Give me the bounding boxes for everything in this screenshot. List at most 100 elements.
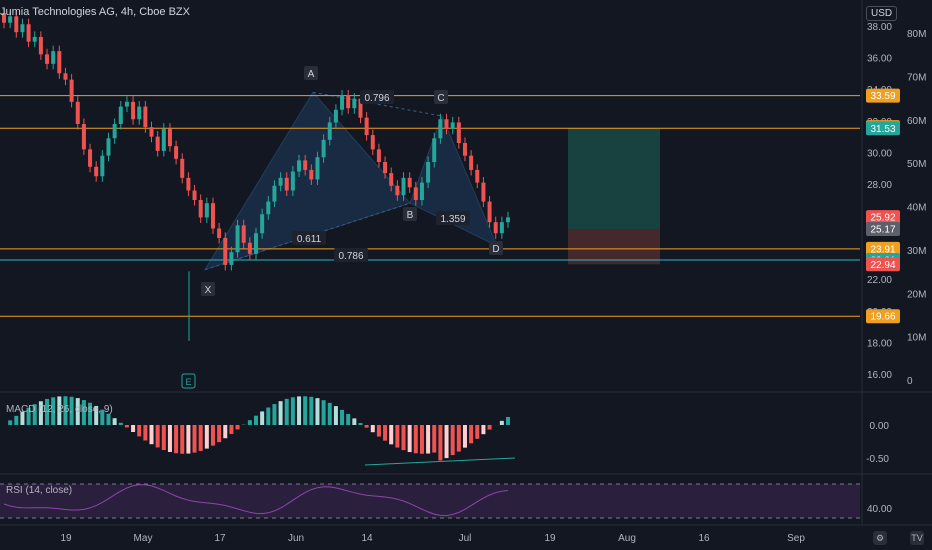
candle-body — [149, 127, 154, 137]
macd-bar — [413, 425, 418, 454]
macd-bar — [131, 425, 136, 432]
macd-bar — [124, 425, 129, 428]
candle-body — [198, 200, 203, 218]
macd-bar — [426, 425, 431, 454]
pattern-point-X: X — [205, 285, 212, 296]
candle-body — [469, 155, 474, 170]
volume-tick-label: 60M — [907, 116, 926, 127]
macd-bar — [180, 425, 185, 454]
macd-divergence-line — [364, 457, 516, 466]
candle-body — [462, 143, 467, 156]
macd-bar — [69, 396, 74, 425]
candle-body — [8, 16, 13, 23]
candle-body — [358, 98, 363, 118]
macd-bar — [272, 404, 277, 425]
macd-bar — [143, 425, 148, 441]
price-badge-label: 25.92 — [870, 213, 895, 224]
x-tick-label: 19 — [544, 533, 556, 544]
candle-body — [241, 225, 246, 243]
macd-bar — [112, 418, 117, 425]
price-badge — [866, 309, 900, 324]
macd-bar — [444, 425, 449, 459]
candle-body — [297, 160, 302, 172]
candle-body — [303, 160, 308, 170]
candle-body — [444, 119, 449, 129]
candle-body — [247, 242, 252, 254]
earnings-marker — [181, 373, 196, 389]
candle-body — [352, 98, 357, 109]
candle-body — [100, 155, 105, 177]
candle-body — [20, 24, 25, 33]
candle-body — [376, 149, 381, 162]
x-tick-label: 14 — [361, 533, 373, 544]
macd-bar — [506, 416, 510, 425]
price-badge-label: 19.66 — [870, 312, 895, 323]
candle-body — [499, 222, 504, 234]
macd-bar — [419, 425, 424, 454]
pattern-ac-line — [312, 91, 443, 117]
macd-bar — [315, 398, 320, 425]
price-tick-label: 18.00 — [867, 339, 892, 350]
volume-tick-label: 30M — [907, 246, 926, 257]
ratio-label: 1.359 — [440, 214, 465, 225]
macd-bar — [438, 425, 443, 461]
macd-bar — [383, 425, 388, 441]
candle-body — [192, 190, 197, 200]
ratio-label: 0.611 — [297, 234, 322, 245]
candle-body — [266, 201, 271, 215]
candle-body — [63, 73, 68, 80]
price-badge — [866, 88, 900, 103]
candle-body — [407, 177, 412, 188]
macd-bar — [401, 425, 406, 451]
macd-bar — [333, 406, 338, 425]
gear-icon[interactable]: ⚙ — [873, 531, 887, 545]
candle-body — [143, 106, 148, 128]
pattern-point-bg — [434, 90, 448, 104]
candle-body — [272, 185, 277, 202]
macd-bar — [395, 425, 400, 448]
candle-body — [401, 177, 406, 196]
candle-body — [395, 185, 400, 196]
tradingview-logo-icon[interactable]: TV — [910, 531, 924, 545]
macd-bar — [155, 425, 160, 448]
price-tick-label: 30.00 — [867, 149, 892, 160]
candle-body — [204, 203, 209, 218]
pattern-point-bg — [201, 282, 215, 296]
currency-button[interactable]: USD — [866, 6, 898, 21]
price-tick-label: 22.00 — [867, 275, 892, 286]
macd-bar — [346, 413, 351, 425]
macd-bar — [247, 420, 252, 425]
macd-bar — [235, 425, 240, 430]
macd-bar — [266, 407, 271, 425]
candle-body — [235, 225, 240, 253]
x-tick-label: 19 — [60, 533, 72, 544]
pattern-point-bg — [304, 66, 318, 80]
volume-tick-label: 0 — [907, 376, 913, 387]
macd-bar — [284, 398, 289, 425]
volume-tick-label: 70M — [907, 72, 926, 83]
volume-tick-label: 40M — [907, 203, 926, 214]
candle-body — [438, 119, 443, 139]
x-tick-label: 17 — [214, 533, 226, 544]
rsi-tick-label: 40.00 — [867, 504, 892, 515]
macd-bar — [210, 425, 215, 446]
candle-body — [340, 95, 345, 110]
candle-body — [112, 124, 117, 139]
candle-body — [81, 124, 86, 150]
candle-body — [174, 146, 179, 159]
candle-body — [481, 182, 486, 202]
price-tick-label: 36.00 — [867, 54, 892, 65]
macd-bar — [75, 398, 80, 425]
macd-bar — [297, 396, 302, 425]
macd-bar — [389, 425, 394, 445]
earnings-marker-label: E — [185, 377, 191, 387]
candle-body — [284, 177, 289, 191]
volume-tick-label: 10M — [907, 333, 926, 344]
candle-body — [487, 201, 492, 223]
macd-bar — [192, 425, 197, 453]
candle-body — [456, 122, 461, 143]
candle-body — [155, 136, 160, 151]
candle-body — [57, 51, 62, 74]
candle-body — [346, 95, 351, 109]
x-tick-label: Jun — [288, 533, 304, 544]
